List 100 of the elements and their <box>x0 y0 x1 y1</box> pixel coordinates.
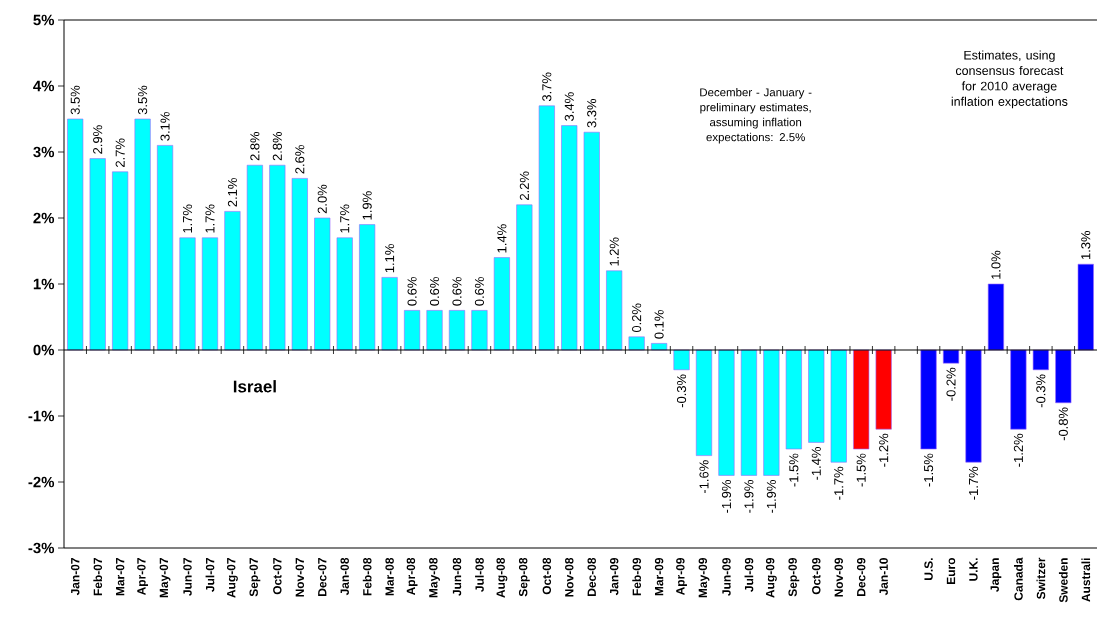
y-tick-label: 3% <box>33 146 55 158</box>
bar <box>157 145 174 351</box>
data-label: 2.6% <box>295 145 305 174</box>
x-tick-label: Feb-08 <box>362 557 372 596</box>
data-label: -1.9% <box>766 480 776 513</box>
x-tick-label: Mar-09 <box>654 557 664 596</box>
data-label: 0.1% <box>654 310 664 339</box>
bar <box>830 349 847 463</box>
x-tick-label: Apr-07 <box>137 558 149 596</box>
data-label: -1.5% <box>789 453 799 487</box>
bar <box>785 349 802 450</box>
data-label: -1.9% <box>744 480 754 513</box>
bar <box>538 105 555 351</box>
bar <box>920 349 937 450</box>
data-label: 3.5% <box>70 85 80 115</box>
bar <box>673 349 690 371</box>
x-tick-label: May-09 <box>698 557 710 598</box>
y-tick-label: -3% <box>28 542 55 554</box>
bar <box>291 178 308 351</box>
data-label: -1.5% <box>856 453 866 487</box>
y-tick-label: -1% <box>28 410 55 422</box>
data-label: 3.7% <box>542 72 552 102</box>
bar <box>336 237 353 351</box>
bar <box>471 310 488 351</box>
x-tick-label: Apr-08 <box>406 557 418 596</box>
data-label: -0.2% <box>946 367 956 401</box>
x-tick-label: Nov-08 <box>565 557 574 597</box>
y-tick-label: 5% <box>33 14 55 26</box>
bar <box>246 164 263 351</box>
x-tick-label: Jul-08 <box>475 557 484 592</box>
y-tick-label: 0% <box>33 344 55 356</box>
data-label: -1.2% <box>879 433 889 467</box>
data-label: 1.4% <box>497 224 507 253</box>
data-label: 2.7% <box>115 138 125 167</box>
x-tick-label: Sep-08 <box>518 557 530 597</box>
x-tick-label: May-08 <box>429 557 440 598</box>
bar <box>583 131 600 351</box>
x-tick-label: Jul-09 <box>744 557 754 592</box>
x-tick-label: Oct-07 <box>273 558 282 595</box>
bar <box>853 349 870 450</box>
x-tick-label: Jan-07 <box>71 558 80 596</box>
data-label: 0.6% <box>407 277 417 306</box>
bar <box>1010 349 1027 430</box>
bar <box>359 224 376 351</box>
x-tick-label: Jun-08 <box>452 557 462 596</box>
annotation: Israel <box>233 380 276 393</box>
data-label: 3.1% <box>160 112 170 141</box>
data-label: 1.2% <box>609 237 619 266</box>
x-tick-label: Dec-09 <box>856 557 866 596</box>
bar <box>875 349 892 430</box>
bar <box>695 349 713 456</box>
x-tick-label: Feb-09 <box>632 557 642 596</box>
data-label: -0.8% <box>1058 407 1068 441</box>
x-tick-label: Aug-09 <box>765 557 777 598</box>
bar <box>808 349 825 443</box>
data-label: -1.2% <box>1013 433 1023 467</box>
data-label: 2.8% <box>272 131 282 161</box>
x-tick-label: U.S. <box>924 558 933 581</box>
data-label: 1.7% <box>340 204 350 233</box>
bar <box>606 270 623 351</box>
data-label: 2.1% <box>227 178 237 207</box>
bar <box>561 125 578 351</box>
data-label: 2.2% <box>519 171 529 200</box>
bar <box>718 349 735 476</box>
data-label: 1.3% <box>1081 230 1091 260</box>
x-tick-label: Jun-09 <box>722 557 731 596</box>
data-label: -1.4% <box>811 447 821 480</box>
x-tick-label: Sweden <box>1058 558 1068 603</box>
x-tick-label: Oct-09 <box>812 557 821 595</box>
bar <box>628 336 645 351</box>
x-tick-label: Jul-07 <box>205 558 215 592</box>
x-tick-label: Japan <box>990 558 1002 592</box>
x-tick-label: Feb-07 <box>93 558 103 596</box>
bar <box>201 237 219 351</box>
x-tick-label: Oct-08 <box>542 557 552 595</box>
bar <box>426 310 443 351</box>
data-label: 3.3% <box>587 98 597 128</box>
x-tick-label: U.K. <box>969 558 978 581</box>
data-label: 1.7% <box>205 204 215 233</box>
bar <box>1077 263 1094 351</box>
x-tick-label: Jan-10 <box>879 558 888 596</box>
y-tick-label: -2% <box>28 476 55 488</box>
annotation: Estimates, using consensus forecast for 2010 average inflation expectations <box>951 50 1068 109</box>
bar <box>740 349 757 476</box>
data-label: -1.7% <box>968 466 979 500</box>
data-label: 3.5% <box>138 85 148 115</box>
bar <box>314 217 331 351</box>
x-tick-label: Nov-07 <box>295 558 305 597</box>
data-label: 1.1% <box>385 244 395 273</box>
y-tick-label: 2% <box>33 212 55 224</box>
x-tick-label: Nov-09 <box>834 557 843 597</box>
bar <box>89 158 106 351</box>
bar <box>1055 349 1072 404</box>
bar <box>448 310 466 351</box>
x-tick-label: Jun-07 <box>183 558 192 596</box>
bar <box>516 204 533 351</box>
data-label: 0.6% <box>474 277 485 306</box>
bar <box>965 349 982 463</box>
data-label: 2.0% <box>317 184 327 214</box>
x-tick-label: Mar-08 <box>385 557 394 596</box>
